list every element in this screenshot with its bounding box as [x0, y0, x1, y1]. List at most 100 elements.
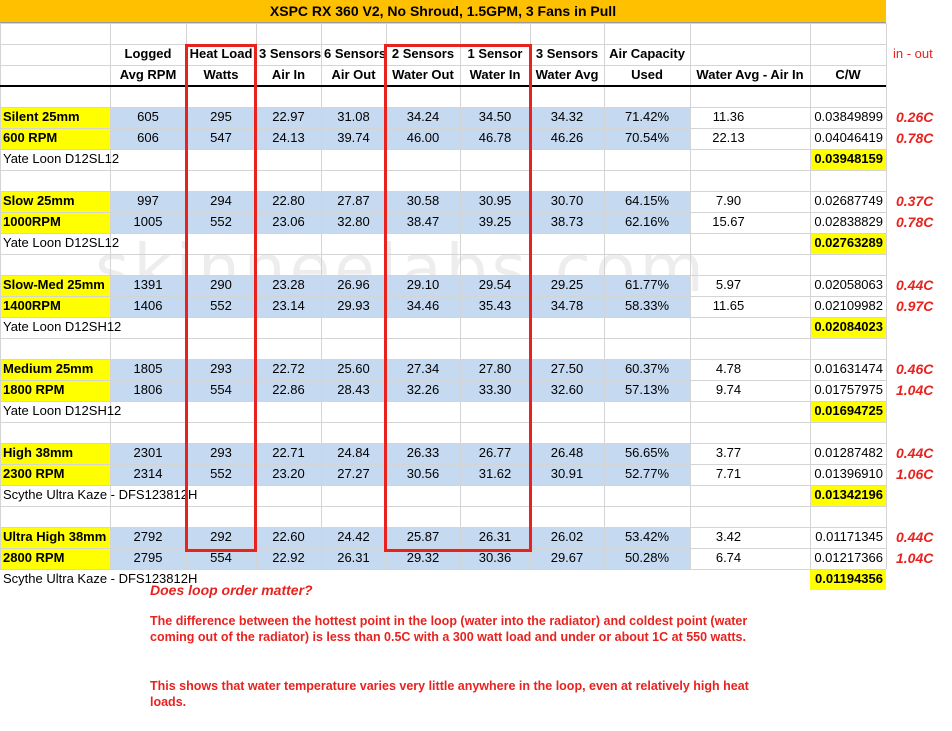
- data-cell: 1805: [133, 361, 163, 376]
- data-cell: 295: [210, 109, 232, 124]
- grid-row-line: [0, 506, 886, 507]
- heat-load-highlight-box: [185, 44, 257, 552]
- in-out-delta: 0.97C: [896, 298, 934, 314]
- data-cell: 61.77%: [624, 277, 670, 292]
- data-cell: 22.13: [712, 130, 745, 145]
- column-header: 3 Sensors: [535, 46, 599, 61]
- data-cell: 11.65: [712, 298, 745, 313]
- data-cell: 30.36: [478, 550, 512, 565]
- column-header: Water Avg - Air In: [696, 67, 804, 82]
- data-cell: 290: [210, 277, 232, 292]
- data-cell: 39.25: [478, 214, 512, 229]
- data-cell: 29.54: [478, 277, 512, 292]
- data-cell: 552: [210, 298, 232, 313]
- column-header: 1 Sensor: [467, 46, 523, 61]
- row-label: Slow 25mm: [3, 193, 75, 208]
- grid-row-line: [0, 380, 886, 381]
- data-cell: 30.56: [406, 466, 440, 481]
- data-cell: 71.42%: [624, 109, 670, 124]
- grid-row-line: [0, 401, 886, 402]
- data-cell: 31.08: [337, 109, 370, 124]
- column-header: Water Out: [392, 67, 454, 82]
- data-cell: 1005: [133, 214, 163, 229]
- label-fill: [0, 548, 110, 569]
- row-label: 1800 RPM: [3, 382, 65, 397]
- data-fill: [110, 548, 690, 569]
- avg-cw-fill: [810, 233, 886, 254]
- row-label: Slow-Med 25mm: [3, 277, 105, 292]
- data-cell: 39.74: [337, 130, 370, 145]
- data-cell: 22.60: [272, 529, 305, 544]
- column-header: C/W: [835, 67, 861, 82]
- data-cell: 15.67: [712, 214, 745, 229]
- column-header: Air Out: [331, 67, 376, 82]
- grid-col-line: [321, 23, 322, 569]
- notes-heading: Does loop order matter?: [150, 582, 313, 598]
- data-cell: 606: [137, 130, 159, 145]
- column-header: Logged: [124, 46, 172, 61]
- label-fill: [0, 359, 110, 380]
- data-cell: 31.62: [478, 466, 512, 481]
- data-cell: 0.02687749: [814, 193, 883, 208]
- data-cell: 60.37%: [624, 361, 670, 376]
- data-cell: 70.54%: [624, 130, 670, 145]
- data-cell: 293: [210, 361, 232, 376]
- data-cell: 26.02: [550, 529, 584, 544]
- grid-row-line: [0, 128, 886, 129]
- data-cell: 605: [137, 109, 159, 124]
- grid-row-line: [0, 422, 886, 423]
- column-header: Avg RPM: [119, 67, 177, 82]
- data-cell: 38.73: [550, 214, 584, 229]
- data-cell: 64.15%: [624, 193, 670, 208]
- table-title: XSPC RX 360 V2, No Shroud, 1.5GPM, 3 Fan…: [0, 0, 886, 23]
- data-cell: 554: [210, 550, 232, 565]
- grid-row-line: [0, 212, 886, 213]
- row-label: High 38mm: [3, 445, 74, 460]
- data-cell: 2792: [133, 529, 163, 544]
- grid-col-line: [886, 23, 887, 569]
- data-cell: 9.74: [715, 382, 742, 397]
- avg-cw-value: 0.01694725: [814, 403, 883, 418]
- avg-cw-fill: [810, 317, 886, 338]
- data-cell: 30.91: [550, 466, 584, 481]
- grid-row-line: [0, 317, 886, 318]
- data-cell: 22.71: [272, 445, 305, 460]
- data-cell: 38.47: [406, 214, 440, 229]
- avg-cw-fill: [810, 149, 886, 170]
- data-cell: 2314: [133, 466, 163, 481]
- data-cell: 34.32: [550, 109, 584, 124]
- data-cell: 32.60: [550, 382, 584, 397]
- column-header: Air Capacity: [609, 46, 685, 61]
- grid-row-line: [0, 149, 886, 150]
- grid-row-line: [0, 170, 886, 171]
- data-cell: 1406: [133, 298, 163, 313]
- data-cell: 6.74: [715, 550, 742, 565]
- column-header: Heat Load: [189, 46, 253, 61]
- data-cell: 24.42: [337, 529, 370, 544]
- data-cell: 5.97: [715, 277, 742, 292]
- grid-row-line: [0, 107, 886, 108]
- data-cell: 294: [210, 193, 232, 208]
- data-cell: 46.00: [406, 130, 440, 145]
- data-cell: 33.30: [478, 382, 512, 397]
- data-cell: 26.96: [337, 277, 370, 292]
- data-cell: 0.02838829: [814, 214, 883, 229]
- label-fill: [0, 296, 110, 317]
- in-out-delta: 0.78C: [896, 214, 934, 230]
- label-fill: [0, 128, 110, 149]
- data-cell: 7.90: [715, 193, 742, 208]
- data-cell: 0.01287482: [814, 445, 883, 460]
- data-cell: 22.80: [272, 193, 305, 208]
- fan-model: Scythe Ultra Kaze - DFS123812H: [3, 487, 198, 502]
- data-cell: 26.31: [478, 529, 512, 544]
- data-cell: 4.78: [715, 361, 742, 376]
- grid-row-line: [0, 443, 886, 444]
- data-cell: 29.10: [406, 277, 440, 292]
- water-temp-highlight-box: [384, 44, 532, 552]
- fan-model: Yate Loon D12SL12: [3, 151, 120, 166]
- data-cell: 1391: [133, 277, 163, 292]
- grid-row-line: [0, 65, 886, 66]
- data-cell: 29.32: [406, 550, 440, 565]
- data-cell: 0.01631474: [814, 361, 883, 376]
- label-fill: [0, 464, 110, 485]
